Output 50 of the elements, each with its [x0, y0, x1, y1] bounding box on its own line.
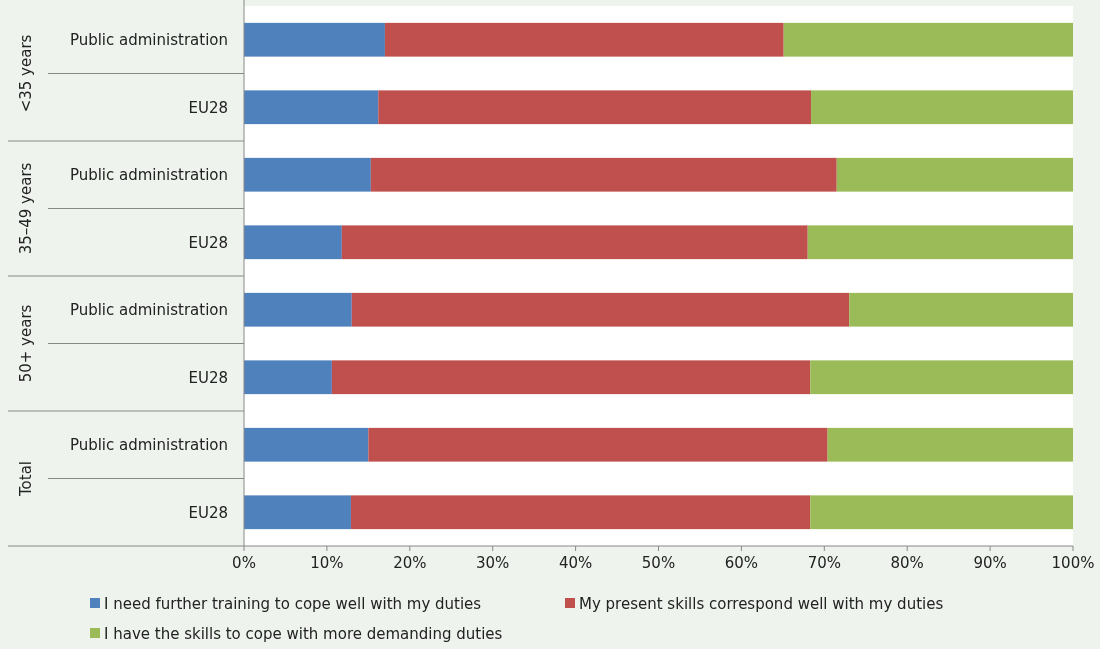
x-tick-label: 10% [310, 554, 344, 572]
x-tick-label: 20% [393, 554, 427, 572]
bar [378, 90, 812, 125]
bar [341, 225, 808, 260]
x-tick-label: 100% [1051, 554, 1095, 572]
bar [370, 157, 837, 192]
legend-label: I have the skills to cope with more demanding duties [104, 625, 503, 644]
bar [350, 495, 811, 530]
bar [244, 22, 385, 57]
y-tick-label: EU28 [188, 503, 228, 522]
legend-label: My present skills correspond well with my duties [579, 595, 944, 614]
y-tick-label: Public administration [69, 166, 228, 184]
x-tick-label: 0% [232, 554, 256, 572]
bar [244, 495, 351, 530]
text: 35–49 years [17, 162, 36, 255]
x-tick-label: 40% [558, 554, 593, 572]
text: <35 years [17, 34, 36, 113]
y-tick-label: Public administration [69, 301, 228, 319]
bar [807, 225, 1073, 260]
bar [331, 360, 811, 395]
x-tick-label: 70% [807, 554, 841, 572]
bar [849, 292, 1073, 327]
bar [244, 225, 342, 260]
bar [384, 22, 784, 57]
x-tick-label: 60% [724, 554, 759, 572]
bar [244, 90, 379, 125]
bar [783, 22, 1073, 57]
bar [244, 292, 352, 327]
bar [811, 90, 1073, 125]
x-tick-label: 80% [890, 554, 924, 572]
bar [827, 427, 1073, 462]
bar [351, 292, 850, 327]
bar [244, 427, 369, 462]
y-tick-label: Public administration [69, 31, 228, 49]
bar [810, 495, 1073, 530]
y-tick-label: EU28 [188, 98, 228, 117]
y-tick-label: EU28 [188, 368, 228, 387]
bar [810, 360, 1073, 395]
text: Total [17, 460, 36, 498]
bar [836, 157, 1073, 192]
text: 50+ years [17, 304, 36, 383]
x-tick-label: 30% [476, 554, 510, 572]
x-tick-label: 50% [641, 554, 676, 572]
y-tick-label: EU28 [188, 233, 228, 252]
bar [244, 157, 371, 192]
y-tick-label: Public administration [69, 436, 228, 454]
bar [244, 360, 332, 395]
bar [368, 427, 828, 462]
x-tick-label: 90% [973, 554, 1007, 572]
legend-label: I need further training to cope well with my duties [104, 595, 482, 614]
